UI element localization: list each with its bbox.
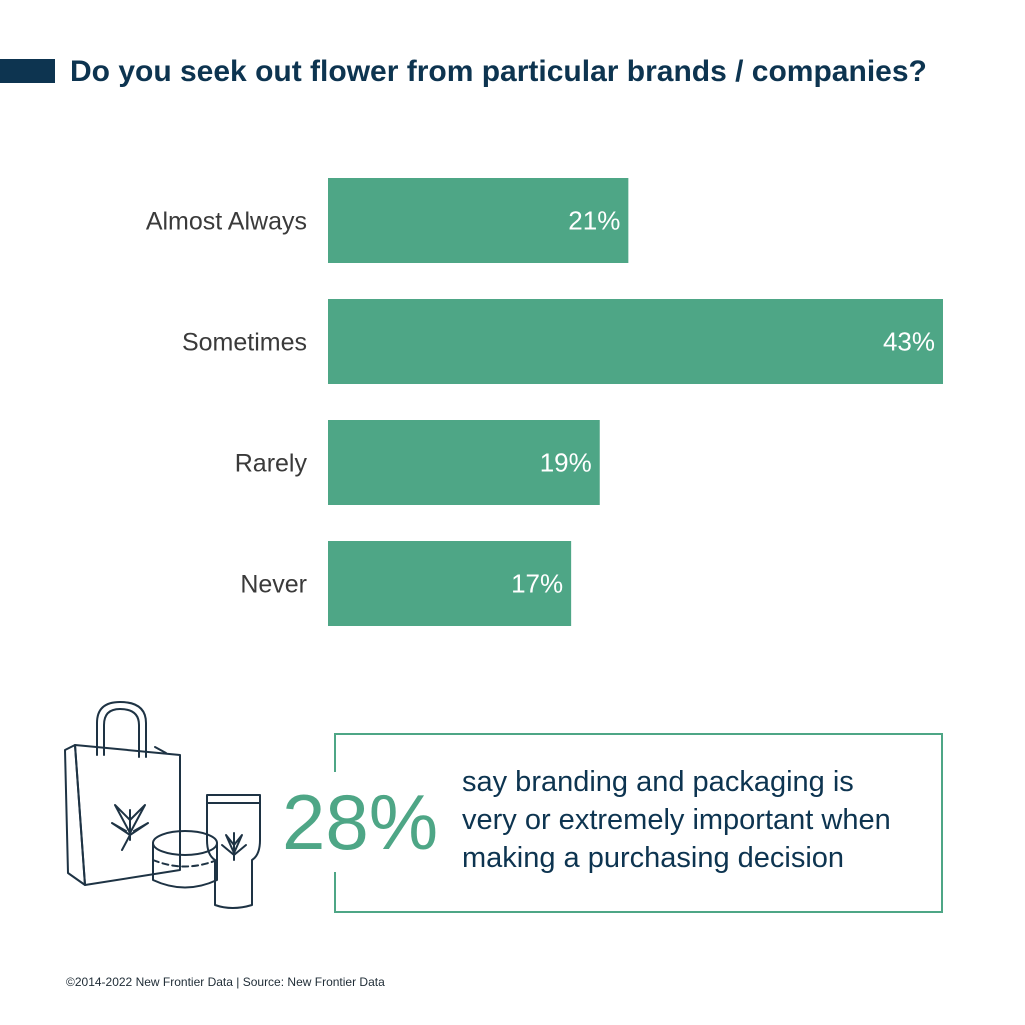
callout-text: say branding and packaging is very or ex… <box>462 763 932 877</box>
bar <box>328 420 600 505</box>
category-label: Almost Always <box>146 208 307 236</box>
callout-line: making a purchasing decision <box>462 842 845 874</box>
chart-title: Do you seek out flower from particular b… <box>70 55 927 88</box>
bar-value-label: 17% <box>511 569 563 599</box>
bar <box>328 299 943 384</box>
title-accent-bar <box>0 59 55 83</box>
callout-line: very or extremely important when <box>462 804 891 836</box>
bar-chart: 21% Almost Always 43% Sometimes 19% Rarely 17%… <box>146 178 943 626</box>
bar-value-label: 43% <box>883 327 935 357</box>
footer-credit: ©2014-2022 New Frontier Data | Source: N… <box>66 975 385 989</box>
category-label: Rarely <box>235 450 308 478</box>
category-label: Never <box>240 571 307 599</box>
bar-value-label: 21% <box>568 206 620 236</box>
bar-value-label: 19% <box>540 448 592 478</box>
bar <box>328 178 629 263</box>
shopping-bag-cosmetics-icon <box>64 701 261 909</box>
callout-line: say branding and packaging is <box>462 766 854 798</box>
category-label: Sometimes <box>182 329 307 357</box>
callout-value: 28% <box>282 772 438 872</box>
bar <box>328 541 572 626</box>
